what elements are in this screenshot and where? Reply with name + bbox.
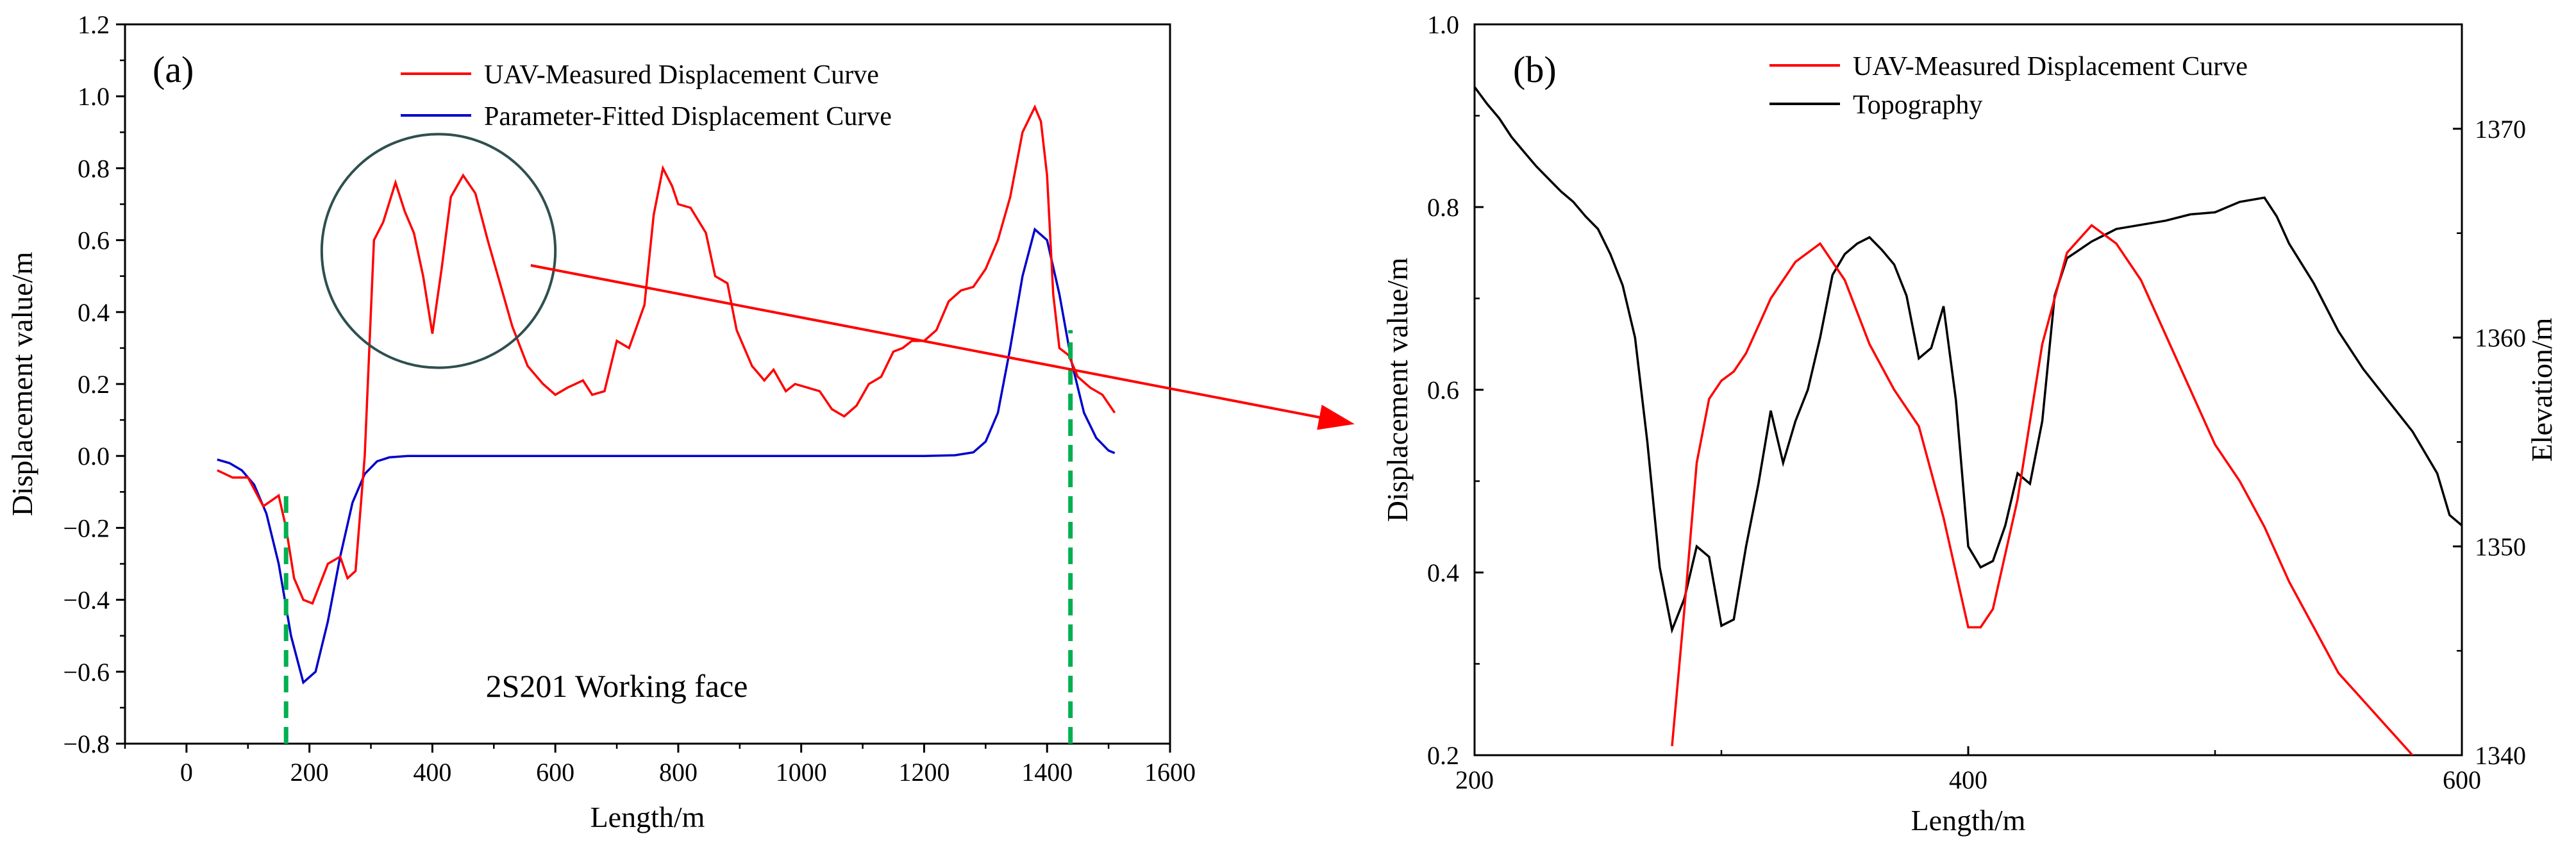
panel-b-y-tick-label: 1.0 [1427,10,1459,39]
panel-b-legend-label-uav: UAV-Measured Displacement Curve [1853,52,2248,81]
panel-b-y-tick-label: 0.6 [1427,376,1459,405]
panel-a-series-uav-line [217,104,1116,605]
panel-a-x-tick-label: 200 [290,758,329,787]
panel-a-y-tick-label: 0.6 [78,226,110,255]
panel-a-x-tick-label: 0 [180,758,193,787]
panel-b-y-axis-title: Displacement value/m [1381,257,1414,522]
panel-a-y-tick-label: 0.0 [78,442,110,471]
panel-a-x-tick-label: 800 [659,758,698,787]
panel-a-x-ticks: 0 200 400 600 800 1000 1200 1400 1600 [124,744,1196,787]
panel-b-x-axis-title: Length/m [1911,804,2026,837]
panel-a-series-fitted-line [217,227,1116,685]
panel-b-y2-tick-label: 1370 [2475,115,2526,144]
panel-a-legend: UAV-Measured Displacement Curve Paramete… [401,60,892,131]
panel-a-y-tick-label: −0.4 [63,586,110,615]
panel-a-y-tick-label: −0.8 [63,730,110,758]
panel-a-y-axis-title: Displacement value/m [6,251,38,516]
panel-a-x-tick-label: 1000 [776,758,827,787]
panel-a-y-tick-label: 1.2 [78,10,110,39]
panel-b-plot-frame [1473,23,2463,756]
panel-a-y-tick-label: 1.0 [78,82,110,111]
panel-a-x-tick-label: 1400 [1021,758,1073,787]
panel-b-y-tick-label: 0.8 [1427,193,1459,222]
panel-b-label: (b) [1513,49,1557,90]
panel-b-x-ticks: 200 400 600 [1455,746,2481,794]
panel-a-y-tick-label: 0.4 [78,298,110,327]
panel-b-y-tick-label: 0.2 [1427,741,1459,770]
panel-b-y-ticks: 0.2 0.4 0.6 0.8 1.0 [1427,10,1484,770]
panel-a-y-tick-label: −0.6 [63,658,110,687]
zoom-arrow [530,263,1355,430]
panel-b-series-uav-line [1671,224,2414,755]
panel-b-y2-tick-label: 1360 [2475,324,2526,353]
panel-a-green-markers [283,330,1073,744]
panel-b-y-tick-label: 0.4 [1427,558,1459,587]
panel-b-y2-tick-label: 1340 [2475,741,2526,770]
panel-a-legend-label-uav: UAV-Measured Displacement Curve [484,60,879,90]
panel-a-plot-frame [124,23,1171,745]
panel-a-x-tick-label: 600 [536,758,574,787]
panel-b-y2-axis-title: Elevation/m [2525,317,2558,462]
panel-b-x-tick-label: 400 [1949,765,1987,794]
panel-b-chart: 200 400 600 0.20.40.60.81.0 13401350136013… [1381,10,2558,837]
panel-b-legend: UAV-Measured Displacement Curve Topograp… [1769,52,2248,120]
panel-a-legend-label-fitted: Parameter-Fitted Displacement Curve [484,102,892,131]
panel-a-y-tick-label: 0.8 [78,154,110,183]
panel-b-y2-tick-label: 1350 [2475,532,2526,561]
panel-a-x-tick-label: 1200 [898,758,949,787]
panel-b-y2-ticks: 1340 1350 1360 1370 [2453,115,2526,770]
panel-a-x-axis-title: Length/m [590,801,705,833]
panel-a-x-tick-label: 400 [413,758,451,787]
panel-a-x-tick-label: 1600 [1144,758,1196,787]
working-face-label: 2S201 Working face [486,668,748,704]
panel-a-y-tick-label: −0.2 [63,514,110,542]
panel-b-legend-label-topography: Topography [1853,90,1982,120]
panel-a-y-ticks: −0.8 −0.6 −0.4 −0.2 0.0 0.2 0.4 0.6 0.8 1.0 1.2 [63,10,125,758]
panel-b-x-tick-label: 200 [1455,765,1494,794]
panel-a-highlight-circle [320,133,557,369]
panel-b-x-tick-label: 600 [2443,765,2481,794]
panel-a-y-tick-label: 0.2 [78,370,110,399]
panel-a-label: (a) [153,49,194,90]
panel-a-chart: 0 200 400 600 800 1000 1200 1400 1600 −0.8−0.6−0… [6,10,1355,833]
panel-b-series-topography-line [1475,86,2462,634]
